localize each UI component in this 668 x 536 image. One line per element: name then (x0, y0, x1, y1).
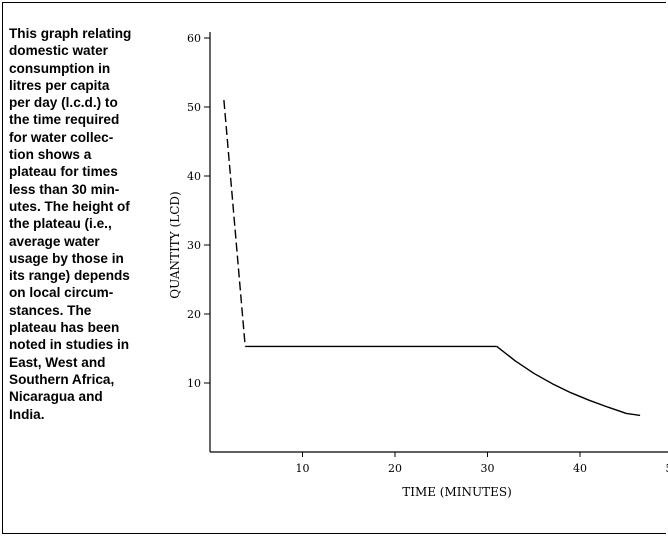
chart-series (223, 100, 641, 417)
caption-line: litres per capita (9, 77, 110, 93)
chart-ticks: 10 20 30 40 50 60 10 20 30 40 50 (187, 32, 668, 475)
caption-line: East, West and (9, 354, 106, 370)
caption-line: per day (l.c.d.) to (9, 95, 118, 111)
caption-line: domestic water (9, 43, 108, 59)
caption-line: plateau for times (9, 164, 118, 180)
caption-line: This graph relating (9, 26, 132, 41)
caption-line: Southern Africa, (9, 371, 115, 387)
caption-line: on local circum- (9, 285, 114, 301)
figure-caption: This graph relating domestic water consump… (9, 25, 169, 423)
caption-line: India. (9, 406, 45, 422)
caption-line: utes. The height of (9, 198, 130, 214)
y-axis-title: QUANTITY (LCD) (168, 191, 182, 298)
caption-line: Nicaragua and (9, 389, 103, 405)
caption-line: plateau has been (9, 320, 120, 336)
caption-line: usage by those in (9, 250, 124, 266)
x-tick-label: 30 (481, 462, 495, 475)
x-tick-label: 40 (573, 462, 587, 475)
y-tick-label: 20 (187, 308, 201, 321)
caption-line: stances. The (9, 302, 92, 318)
caption-line: noted in studies in (9, 337, 130, 353)
caption-line: the time required (9, 112, 120, 128)
y-tick-label: 30 (187, 239, 201, 252)
x-tick-label: 20 (388, 462, 402, 475)
caption-line: average water (9, 233, 100, 249)
data-line-dashed-segment (223, 100, 246, 347)
y-tick-label: 10 (187, 377, 201, 390)
x-tick-label: 50 (666, 462, 668, 475)
y-tick-label: 60 (187, 32, 201, 45)
caption-line: less than 30 min- (9, 181, 120, 197)
caption-line: consumption in (9, 60, 111, 76)
caption-line: tion shows a (9, 147, 92, 163)
data-line-segment (496, 345, 641, 417)
x-axis-title: TIME (MINUTES) (402, 485, 512, 499)
y-tick-label: 50 (187, 101, 201, 114)
caption-line: the plateau (i.e., (9, 216, 112, 232)
y-tick-label: 40 (187, 170, 201, 183)
caption-line: its range) depends (9, 268, 130, 284)
x-tick-label: 10 (296, 462, 310, 475)
chart-axes (209, 32, 668, 453)
caption-line: for water collec- (9, 129, 114, 145)
